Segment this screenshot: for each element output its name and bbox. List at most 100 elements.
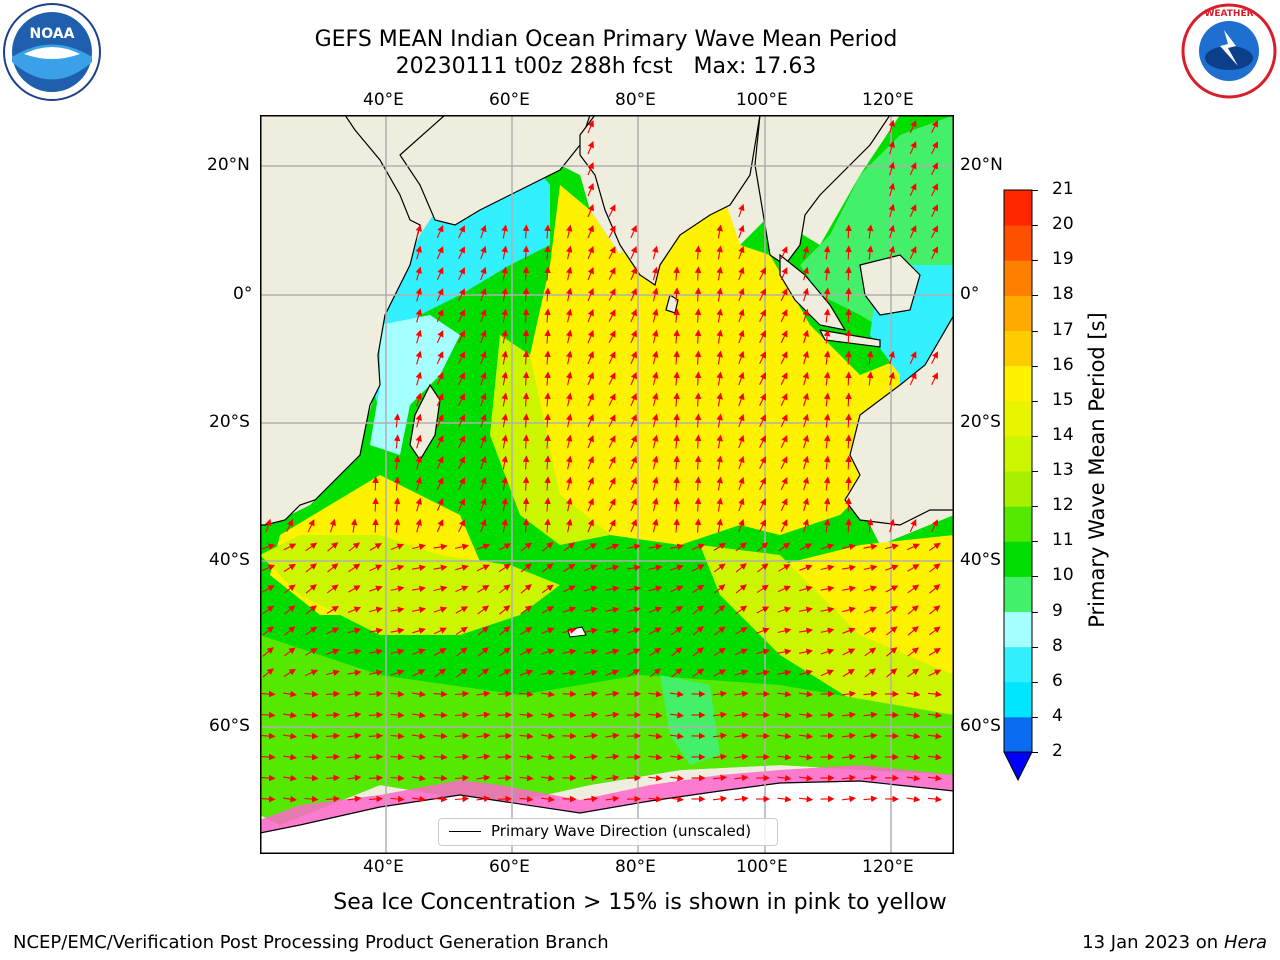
wave-direction-arrow <box>522 245 530 260</box>
wave-direction-arrow <box>347 795 362 803</box>
wave-direction-arrow <box>780 519 788 533</box>
wave-direction-arrow <box>842 648 856 656</box>
wave-direction-arrow <box>436 414 444 428</box>
wave-direction-arrow <box>501 476 508 491</box>
wave-direction-arrow <box>608 351 616 365</box>
colorbar-tick-mark <box>1032 400 1038 402</box>
wave-direction-arrow <box>455 606 469 614</box>
wave-direction-arrow <box>863 543 878 551</box>
wave-direction-arrow <box>714 584 726 594</box>
wave-direction-arrow <box>412 627 426 634</box>
lat-right-20s: 20°S <box>960 412 1001 432</box>
wave-direction-arrow <box>456 668 468 678</box>
wave-direction-arrow <box>326 669 340 676</box>
wave-direction-arrow <box>261 711 276 719</box>
wave-direction-arrow <box>411 564 426 572</box>
wave-direction-arrow <box>390 585 405 592</box>
wave-direction-arrow <box>480 224 487 239</box>
wave-direction-arrow <box>544 224 551 239</box>
wave-direction-arrow <box>522 392 530 407</box>
wave-direction-arrow <box>627 606 641 613</box>
land-java <box>818 329 881 348</box>
wave-direction-arrow <box>327 542 339 552</box>
wave-direction-arrow <box>436 330 444 344</box>
wave-direction-arrow <box>544 266 551 281</box>
wave-direction-arrow <box>694 476 702 491</box>
wave-direction-arrow <box>716 413 723 428</box>
wave-direction-arrow <box>562 627 577 634</box>
wave-direction-arrow <box>673 350 680 365</box>
wave-direction-arrow <box>261 795 276 803</box>
wave-direction-arrow <box>909 204 917 218</box>
colorbar-tick-label: 8 <box>1052 635 1063 656</box>
wave-direction-arrow <box>325 690 341 698</box>
wave-direction-arrow <box>584 669 598 676</box>
wave-direction-arrow <box>583 627 598 635</box>
wave-direction-arrow <box>436 225 444 239</box>
wave-direction-arrow <box>587 266 594 281</box>
colorbar-extend-triangle <box>1003 751 1033 782</box>
wave-direction-arrow <box>759 414 766 428</box>
wave-direction-arrow <box>498 647 511 657</box>
wave-direction-arrow <box>458 225 465 239</box>
wave-direction-arrow <box>480 371 487 386</box>
wave-direction-arrow <box>283 690 297 698</box>
wave-direction-arrow <box>714 605 726 615</box>
wave-direction-arrow <box>842 753 856 761</box>
wave-direction-arrow <box>738 434 745 449</box>
wave-direction-arrow <box>802 329 809 344</box>
wave-direction-arrow <box>326 648 340 655</box>
wave-direction-arrow <box>415 224 422 239</box>
wave-direction-arrow <box>415 266 422 281</box>
wave-direction-arrow <box>541 606 555 614</box>
wave-direction-arrow <box>845 287 852 302</box>
wave-direction-arrow <box>931 246 938 260</box>
wave-direction-arrow <box>480 245 487 260</box>
wave-direction-arrow <box>605 732 620 740</box>
wave-direction-arrow <box>565 371 573 386</box>
ocean-field-green-south <box>260 635 954 825</box>
wave-direction-arrow <box>544 413 551 428</box>
wave-direction-arrow <box>583 648 598 656</box>
wave-direction-arrow <box>673 329 680 344</box>
wave-direction-arrow <box>584 564 598 572</box>
wave-direction-arrow <box>734 711 749 719</box>
wave-direction-arrow <box>798 711 814 719</box>
land-antarctica <box>260 780 954 854</box>
wave-direction-arrow <box>605 627 620 635</box>
wave-direction-arrow <box>652 434 659 449</box>
colorbar-tick-label: 12 <box>1052 495 1074 516</box>
wave-direction-arrow <box>286 519 293 533</box>
wave-direction-arrow <box>415 329 422 344</box>
wave-direction-arrow <box>497 732 513 740</box>
wave-direction-arrow <box>906 732 921 740</box>
lat-left-60s: 60°S <box>209 716 250 736</box>
wave-direction-arrow <box>434 668 447 678</box>
wave-direction-arrow <box>369 543 382 551</box>
footer-organization: NCEP/EMC/Verification Post Processing Pr… <box>13 932 609 953</box>
colorbar-tick-label: 10 <box>1052 565 1074 586</box>
wave-direction-arrow <box>501 371 508 386</box>
wave-direction-arrow <box>347 690 362 698</box>
wave-direction-arrow <box>694 434 702 449</box>
lon-bottom-100e: 100°E <box>736 857 788 877</box>
colorbar-tick-label: 19 <box>1052 249 1074 270</box>
wave-direction-arrow <box>673 455 680 470</box>
wave-direction-arrow <box>542 542 554 552</box>
wave-direction-arrow <box>541 732 555 740</box>
wave-direction-arrow <box>390 690 405 698</box>
wave-direction-arrow <box>842 627 856 634</box>
map-canvas <box>260 115 954 854</box>
wave-direction-arrow <box>477 668 489 678</box>
wave-direction-arrow <box>694 392 702 407</box>
wave-direction-arrow <box>798 795 814 803</box>
chart-title: GEFS MEAN Indian Ocean Primary Wave Mean… <box>314 27 898 52</box>
wave-direction-arrow <box>583 774 599 782</box>
wave-direction-arrow <box>436 519 444 533</box>
wave-direction-arrow <box>608 330 616 344</box>
wave-direction-arrow <box>565 455 573 470</box>
wave-direction-arrow <box>909 372 917 386</box>
lat-right-20n: 20°N <box>960 155 1003 175</box>
wave-direction-arrow <box>759 435 766 449</box>
wave-direction-arrow <box>436 246 444 260</box>
